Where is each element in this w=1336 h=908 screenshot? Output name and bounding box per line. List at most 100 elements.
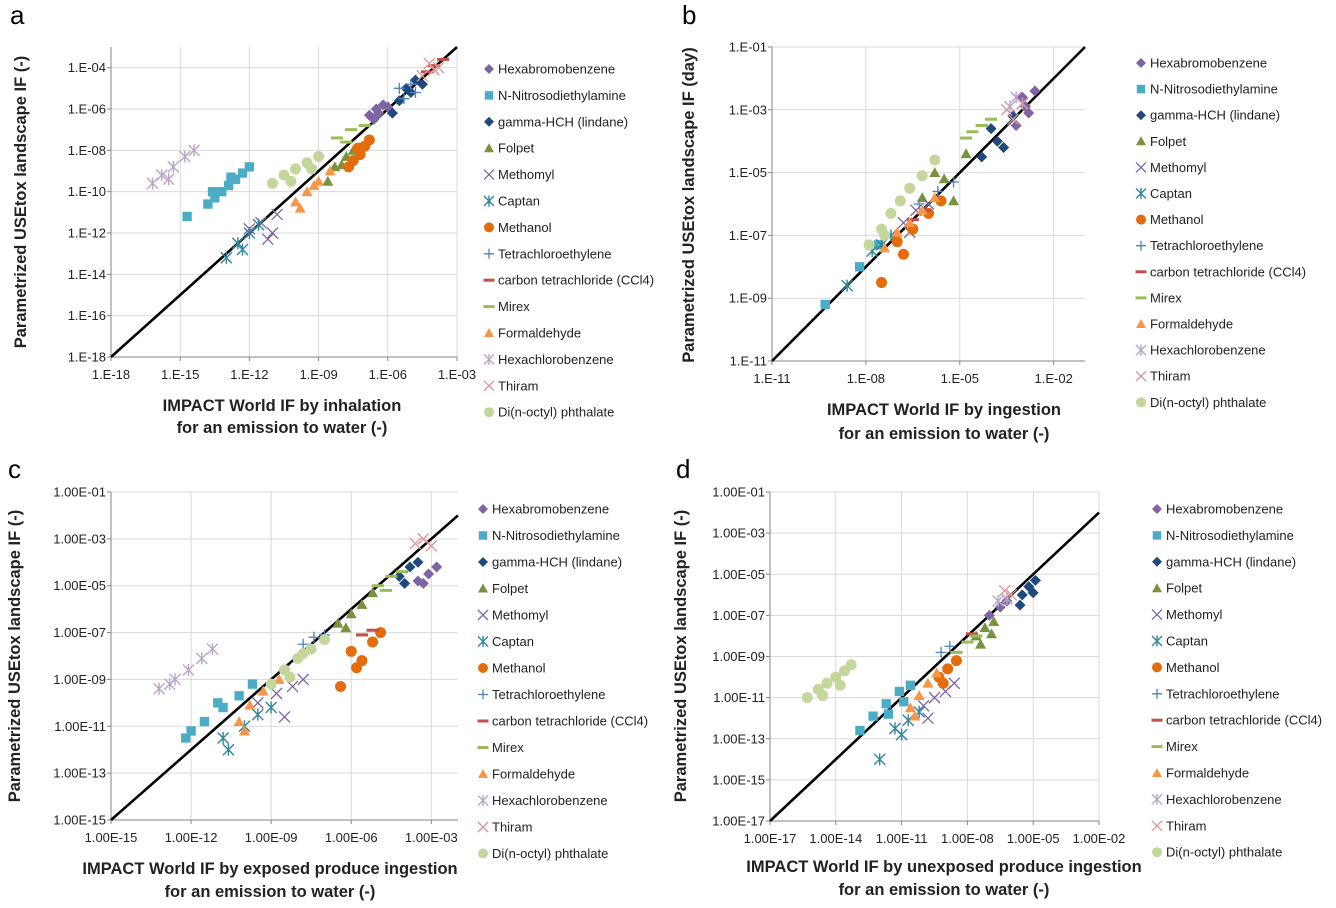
- data-point: [960, 148, 972, 159]
- y-tick-label: 1.00E-15: [53, 813, 106, 828]
- data-point: [976, 151, 988, 163]
- legend-b: Hexabromobenzene N-Nitrosodiethylamine gam…: [1135, 56, 1306, 410]
- panel-letter-d: d: [676, 454, 690, 484]
- data-point: [409, 86, 421, 98]
- legend-item-hexabromobenzene: Hexabromobenzene: [484, 62, 615, 77]
- legend-item-hexabromobenzene: Hexabromobenzene: [1152, 502, 1283, 517]
- x-tick-label: 1.E-11: [753, 371, 790, 386]
- data-point: [922, 677, 934, 688]
- data-point: [226, 172, 236, 182]
- data-point: [904, 217, 916, 228]
- legend-item-n-nitrosodiethylamine: N-Nitrosodiethylamine: [478, 528, 620, 543]
- data-point: [405, 78, 417, 90]
- data-point: [416, 78, 428, 90]
- x-tick-label: 1.00E-08: [941, 831, 994, 846]
- data-point: [162, 173, 175, 186]
- data-point: [821, 677, 833, 689]
- legend-label: Di(n-octyl) phthalate: [1166, 845, 1282, 860]
- legend-marker: [477, 636, 489, 647]
- legend-label: gamma-HCH (lindane): [492, 555, 622, 570]
- data-point: [988, 616, 1000, 626]
- legend-item-thiram: Thiram: [483, 378, 538, 393]
- legend-label: gamma-HCH (lindane): [498, 114, 628, 129]
- legend-marker: [484, 248, 494, 259]
- data-point: [961, 640, 974, 644]
- series-gamma-hch-lindane: [393, 556, 424, 589]
- legend-marker: [1136, 240, 1146, 251]
- data-point: [257, 685, 269, 696]
- legend-label: Mirex: [492, 740, 524, 755]
- legend-marker: [484, 407, 494, 418]
- data-point: [367, 636, 379, 648]
- series-carbon-tetrachloride-ccl4: [965, 632, 978, 636]
- legend-marker: [1152, 847, 1162, 858]
- legend-marker: [1136, 84, 1146, 94]
- legend-marker: [1136, 319, 1146, 328]
- legend-item-folpet: Folpet: [478, 581, 529, 596]
- legend-item-captan: Captan: [477, 634, 534, 649]
- data-point: [400, 82, 412, 94]
- x-axis-title-line-2: for an emission to water (-): [177, 419, 388, 437]
- data-point: [879, 242, 891, 253]
- y-tick-label: 1.00E-09: [712, 649, 765, 664]
- legend-item-methomyl: Methomyl: [477, 608, 548, 623]
- y-tick-label: 1.00E-13: [53, 766, 106, 781]
- panel-letter-a: a: [10, 0, 25, 30]
- data-point: [290, 163, 302, 175]
- legend-item-thiram: Thiram: [477, 820, 532, 835]
- data-point: [931, 667, 943, 678]
- data-point: [863, 239, 875, 251]
- data-point: [244, 162, 255, 172]
- data-point: [188, 144, 201, 157]
- data-point: [393, 570, 405, 582]
- data-point: [885, 207, 897, 219]
- legend-d: Hexabromobenzene N-Nitrosodiethylamine gam…: [1151, 502, 1322, 860]
- data-point: [247, 679, 258, 689]
- legend-marker: [477, 719, 489, 723]
- data-point: [181, 733, 191, 743]
- legend-marker: [483, 305, 495, 309]
- data-point: [252, 218, 265, 231]
- y-tick-label: 1.E-06: [68, 102, 106, 117]
- legend-marker: [1152, 583, 1162, 593]
- series-folpet: [970, 616, 1000, 649]
- data-point: [899, 697, 909, 707]
- data-point: [916, 170, 928, 182]
- data-point: [834, 679, 846, 691]
- legend-label: Tetrachloroethylene: [492, 687, 605, 702]
- y-tick-label: 1.E-12: [68, 226, 106, 241]
- data-point: [1016, 589, 1028, 601]
- legend-item-gamma-hch-lindane: gamma-HCH (lindane): [478, 555, 622, 570]
- legend-item-hexabromobenzene: Hexabromobenzene: [478, 502, 609, 517]
- legend-item-thiram: Thiram: [1135, 369, 1190, 384]
- data-point: [1007, 113, 1019, 126]
- data-point: [195, 652, 208, 665]
- data-point: [178, 150, 191, 163]
- series-hexabromobenzene: [412, 561, 443, 589]
- data-point: [305, 643, 317, 655]
- data-point: [883, 709, 894, 719]
- y-tick-label: 1.00E-07: [53, 625, 106, 640]
- x-axis-title-line-1: IMPACT World IF by unexposed produce ing…: [746, 858, 1141, 876]
- data-point: [906, 218, 919, 222]
- legend-item-formaldehyde: Formaldehyde: [484, 326, 581, 341]
- data-point: [881, 699, 891, 709]
- legend-label: N-Nitrosodiethylamine: [498, 88, 626, 103]
- data-point: [207, 186, 218, 197]
- x-tick-label: 1.00E-14: [809, 831, 862, 846]
- data-point: [271, 208, 284, 221]
- legend-label: Hexachlorobenzene: [498, 352, 614, 367]
- legend-label: N-Nitrosodiethylamine: [492, 528, 620, 543]
- legend-label: Mirex: [498, 299, 530, 314]
- data-point: [986, 628, 998, 639]
- legend-marker: [484, 91, 494, 100]
- data-point: [879, 229, 891, 241]
- legend-marker: [478, 583, 488, 593]
- data-point: [222, 743, 235, 756]
- series-carbon-tetrachloride-ccl4: [906, 208, 932, 222]
- data-point: [1027, 587, 1039, 599]
- data-point: [345, 645, 357, 657]
- data-point: [409, 74, 421, 86]
- data-point: [948, 677, 961, 690]
- legend-label: Formaldehyde: [492, 767, 575, 782]
